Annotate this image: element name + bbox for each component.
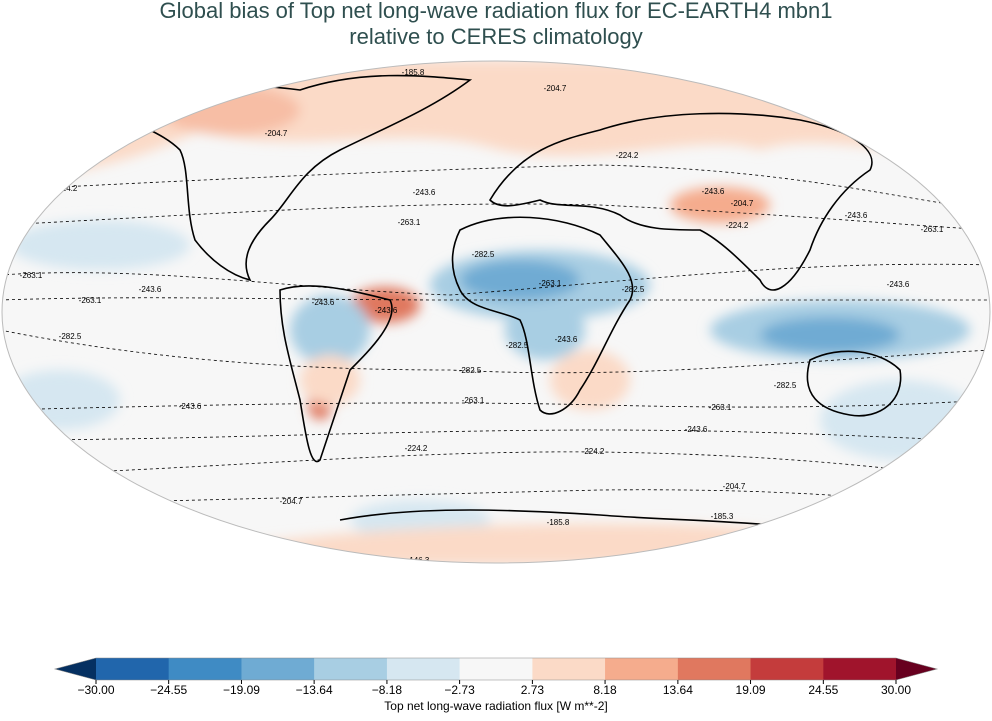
colorbar-tick-label: 8.18 <box>593 683 617 697</box>
contour-label: -146.3 <box>743 556 766 565</box>
colorbar-tick-label: −24.55 <box>150 683 187 697</box>
contour-label: -224.2 <box>582 447 605 456</box>
contour-label: -224.2 <box>405 444 428 453</box>
colorbar-segment <box>96 658 170 680</box>
contour-label: -282.5 <box>472 250 495 259</box>
map: -185.8 -204.7 -204.7 -224.2 -224.2 -243.6 -243… <box>2 61 990 565</box>
map-border <box>1 60 991 564</box>
colorbar-tick-label: 24.55 <box>808 683 838 697</box>
contour-label: -263.1 <box>79 296 102 305</box>
contour-label: -282.5 <box>59 332 82 341</box>
colorbar-tick-label: 30.00 <box>881 683 911 697</box>
contour-label: -263.1 <box>539 279 562 288</box>
contour-label: -243.6 <box>887 280 910 289</box>
contour-label: -282.5 <box>622 285 645 294</box>
coastlines <box>118 74 902 531</box>
colorbar-label: Top net long-wave radiation flux [W m**-… <box>384 699 607 713</box>
contour-label: -282.5 <box>459 366 482 375</box>
contour-label: -243.6 <box>413 188 436 197</box>
colorbar-segment <box>605 658 679 680</box>
colorbar-tick-label: −2.73 <box>444 683 475 697</box>
colorbar-segment <box>532 658 606 680</box>
colorbar-segment <box>823 658 897 680</box>
colorbar-segment <box>386 658 461 680</box>
contour-label: -243.6 <box>179 402 202 411</box>
contour-label: -185.3 <box>711 512 734 521</box>
contour-label: -243.6 <box>702 187 725 196</box>
contour-label: -185.3 <box>172 536 195 545</box>
contour-label: -243.6 <box>685 425 708 434</box>
colorbar-extend <box>55 658 96 680</box>
colorbar-extend <box>896 658 937 680</box>
colorbar-tick-label: 19.09 <box>736 683 766 697</box>
contour-label: -204.7 <box>723 482 746 491</box>
colorbar-segment <box>168 658 242 680</box>
contour-label: -263.1 <box>398 218 421 227</box>
contour-label: -243.6 <box>845 211 868 220</box>
contour-label: -224.2 <box>726 221 749 230</box>
colorbar: −30.00 −24.55 −19.09 −13.64 −8.18 −2.73 2.73 8.… <box>53 657 939 697</box>
contour-labels: -185.8 -204.7 -204.7 -224.2 -224.2 -243.6 -243… <box>20 68 944 565</box>
contour-label: -204.7 <box>280 497 303 506</box>
contour-label: -263.1 <box>921 225 944 234</box>
title-line: Global bias of Top net long-wave radiati… <box>160 0 833 23</box>
contour-label: -243.6 <box>375 306 398 315</box>
colorbar-tick-label: 2.73 <box>521 683 545 697</box>
contour-label: -204.7 <box>544 84 567 93</box>
colorbar-segment <box>459 658 533 680</box>
contour-label: -282.5 <box>774 381 797 390</box>
contour-label: -204.7 <box>731 199 754 208</box>
contour-label: -185.8 <box>217 552 240 561</box>
contour-label: -282.5 <box>506 341 529 350</box>
colorbar-tick-label: −30.00 <box>77 683 114 697</box>
contour-label: -263.1 <box>709 403 732 412</box>
contour-label: -243.6 <box>312 298 335 307</box>
contour-label: -185.8 <box>547 518 570 527</box>
colorbar-segment <box>677 658 752 680</box>
contour-label: -263.1 <box>462 396 485 405</box>
colorbar-segment <box>750 658 824 680</box>
contour-label: -224.2 <box>616 151 639 160</box>
colorbar-tick-label: −8.18 <box>372 683 403 697</box>
contour-label: -185.8 <box>402 68 425 77</box>
contours <box>2 164 990 511</box>
contour-label: -204.7 <box>265 129 288 138</box>
colorbar-segment <box>241 658 315 680</box>
contour-label: -263.1 <box>20 271 43 280</box>
title-line: relative to CERES climatology <box>349 24 642 49</box>
colorbar-segment <box>314 658 388 680</box>
contour-label: -243.6 <box>555 335 578 344</box>
colorbar-tick-label: −13.64 <box>296 683 333 697</box>
colorbar-tick-label: −19.09 <box>223 683 260 697</box>
contour-label: -243.6 <box>139 285 162 294</box>
colorbar-tick-label: 13.64 <box>663 683 693 697</box>
